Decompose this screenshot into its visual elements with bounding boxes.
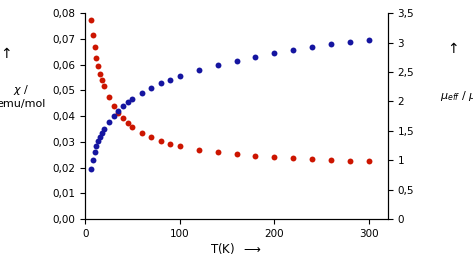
Point [148,86,155,90]
Text: $\chi$ /
emu/mol: $\chi$ / emu/mol [0,83,46,109]
Point [214,63,221,67]
Point [233,152,240,156]
Point [91,45,98,50]
Point [129,97,136,101]
Point [157,81,165,85]
Point [138,91,146,95]
Point [195,148,202,152]
Point [105,120,113,124]
Point [289,48,297,52]
Point [124,100,131,105]
Point [96,72,104,76]
Point [308,157,316,162]
Point [98,78,106,82]
Point [346,40,354,44]
Point [365,159,373,164]
Point [252,54,259,59]
Point [114,111,122,115]
Point [93,56,100,60]
Text: $\uparrow$: $\uparrow$ [0,46,11,61]
Point [100,84,108,88]
Point [327,158,335,162]
Point [91,150,98,154]
Point [110,104,117,108]
Point [119,116,127,120]
Point [166,142,174,146]
Point [157,139,165,143]
Point [100,127,108,131]
Point [176,144,184,148]
Point [129,124,136,129]
Point [95,139,102,143]
Point [308,45,316,49]
Point [89,33,96,37]
Point [124,121,131,125]
Point [271,155,278,159]
Point [93,144,100,148]
Point [252,154,259,158]
Text: $\mu_{eff}$ / $\mu_B$: $\mu_{eff}$ / $\mu_B$ [440,89,473,103]
Point [289,156,297,161]
Point [98,131,106,135]
Point [89,157,96,162]
Point [87,167,95,171]
Point [271,51,278,55]
Point [176,74,184,78]
Point [110,114,117,118]
Text: $\uparrow$: $\uparrow$ [445,41,458,56]
X-axis label: T(K)  $\longrightarrow$: T(K) $\longrightarrow$ [210,241,263,256]
Point [138,131,146,135]
Point [214,150,221,155]
Point [148,135,155,139]
Point [346,159,354,163]
Point [233,58,240,63]
Point [114,109,122,113]
Point [195,68,202,72]
Point [327,42,335,47]
Point [96,135,104,139]
Point [166,77,174,82]
Point [365,38,373,42]
Point [105,95,113,99]
Point [95,64,102,68]
Point [87,18,95,22]
Point [119,104,127,108]
